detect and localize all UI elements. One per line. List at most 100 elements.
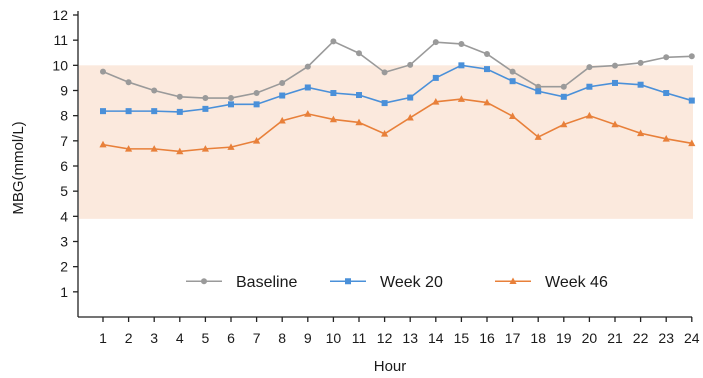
x-tick-label: 21: [607, 330, 623, 346]
series-line-baseline: [102, 40, 692, 99]
y-tick-label: 7: [60, 133, 68, 149]
data-point-baseline: [228, 95, 234, 102]
data-point-week-20: [100, 108, 106, 115]
y-tick-label: 5: [60, 183, 68, 199]
y-tick-label: 8: [60, 108, 68, 124]
data-point-week-46: [227, 143, 235, 150]
x-tick-label: 4: [176, 330, 184, 346]
data-point-week-46: [381, 129, 389, 137]
data-point-baseline: [637, 59, 644, 66]
data-point-baseline: [330, 38, 337, 45]
legend-label-week-46: Week 46: [545, 274, 608, 291]
data-point-week-20: [535, 88, 542, 95]
x-tick-label: 9: [304, 330, 312, 346]
x-tick-label: 12: [377, 330, 393, 346]
data-point-baseline: [100, 68, 106, 75]
x-tick-label: 8: [278, 330, 286, 346]
data-point-baseline: [202, 95, 209, 102]
legend: Baseline Week 20 Week 46: [186, 274, 608, 291]
x-tick-label: 7: [253, 330, 261, 346]
data-point-week-20: [407, 94, 414, 101]
data-point-week-20: [356, 92, 362, 99]
x-tick-label: 10: [326, 330, 342, 346]
series-line-week-20: [103, 64, 693, 113]
data-point-week-46: [150, 145, 158, 152]
data-point-baseline: [535, 83, 542, 90]
data-point-week-46: [611, 120, 619, 128]
legend-marker: [345, 278, 351, 285]
x-tick-label: 6: [227, 330, 235, 346]
x-tick-label: 14: [428, 330, 444, 346]
data-point-week-46: [637, 129, 645, 137]
y-tick-label: 10: [52, 57, 68, 73]
data-point-baseline: [586, 64, 593, 71]
data-point-week-46: [253, 137, 261, 144]
data-point-week-46: [560, 120, 568, 128]
x-tick-label: 2: [125, 330, 133, 346]
legend-label-baseline: Baseline: [236, 274, 297, 291]
y-tick-label: 9: [60, 83, 68, 99]
data-point-baseline: [151, 87, 158, 94]
x-tick-label: 15: [454, 330, 470, 346]
legend-item-baseline: Baseline: [186, 274, 297, 291]
data-point-baseline: [253, 90, 260, 97]
data-point-week-20: [612, 79, 618, 86]
data-point-week-46: [483, 98, 491, 106]
data-point-baseline: [509, 68, 516, 75]
data-point-baseline: [458, 40, 465, 47]
data-point-baseline: [612, 62, 618, 69]
data-point-baseline: [304, 63, 311, 70]
data-point-week-20: [663, 90, 670, 97]
data-point-week-20: [330, 90, 337, 97]
series-baseline: [100, 38, 695, 102]
target-range-band: [79, 65, 693, 219]
data-point-week-20: [202, 105, 209, 112]
x-tick-label: 11: [352, 330, 367, 346]
data-point-week-46: [355, 118, 363, 126]
x-tick-label: 1: [99, 330, 107, 346]
data-point-week-46: [406, 113, 414, 121]
x-tick-label: 19: [556, 330, 572, 346]
x-tick-label: 5: [202, 330, 210, 346]
data-point-week-46: [176, 147, 184, 155]
data-point-baseline: [356, 50, 362, 57]
data-point-week-20: [509, 78, 516, 85]
data-point-baseline: [125, 79, 132, 86]
x-tick-label: 24: [684, 330, 700, 346]
y-tick-label: 3: [60, 234, 68, 250]
data-point-week-46: [278, 116, 286, 124]
data-point-week-46: [662, 135, 670, 142]
y-tick-label: 4: [60, 208, 68, 224]
data-point-week-20: [688, 97, 695, 104]
y-tick-label: 1: [60, 284, 68, 300]
data-point-week-46: [688, 139, 696, 147]
data-point-week-20: [458, 62, 465, 69]
data-point-week-20: [279, 92, 286, 99]
legend-marker: [201, 278, 207, 285]
data-point-week-46: [432, 98, 440, 105]
data-point-week-46: [509, 112, 517, 119]
y-axis-title: MBG(mmol/L): [10, 121, 27, 214]
data-point-week-46: [304, 110, 312, 117]
legend-marker: [509, 277, 517, 285]
data-point-baseline: [176, 93, 183, 100]
data-point-week-46: [99, 140, 107, 148]
data-point-week-46: [534, 133, 542, 140]
data-point-week-20: [432, 74, 439, 81]
x-tick-label: 16: [479, 330, 495, 346]
data-point-week-20: [176, 108, 183, 115]
legend-label-week-20: Week 20: [380, 274, 443, 291]
data-point-week-20: [253, 101, 260, 108]
data-point-week-20: [228, 101, 234, 108]
data-point-week-46: [585, 111, 593, 119]
data-point-week-20: [560, 93, 567, 100]
x-axis-title: Hour: [374, 358, 407, 375]
data-point-week-46: [329, 115, 337, 123]
y-tick-label: 12: [52, 7, 68, 23]
data-point-week-20: [125, 108, 132, 115]
y-tick-label: 11: [53, 32, 68, 48]
legend-item-week-46: Week 46: [495, 274, 608, 291]
data-point-baseline: [688, 53, 695, 60]
series-line-week-46: [102, 98, 692, 153]
